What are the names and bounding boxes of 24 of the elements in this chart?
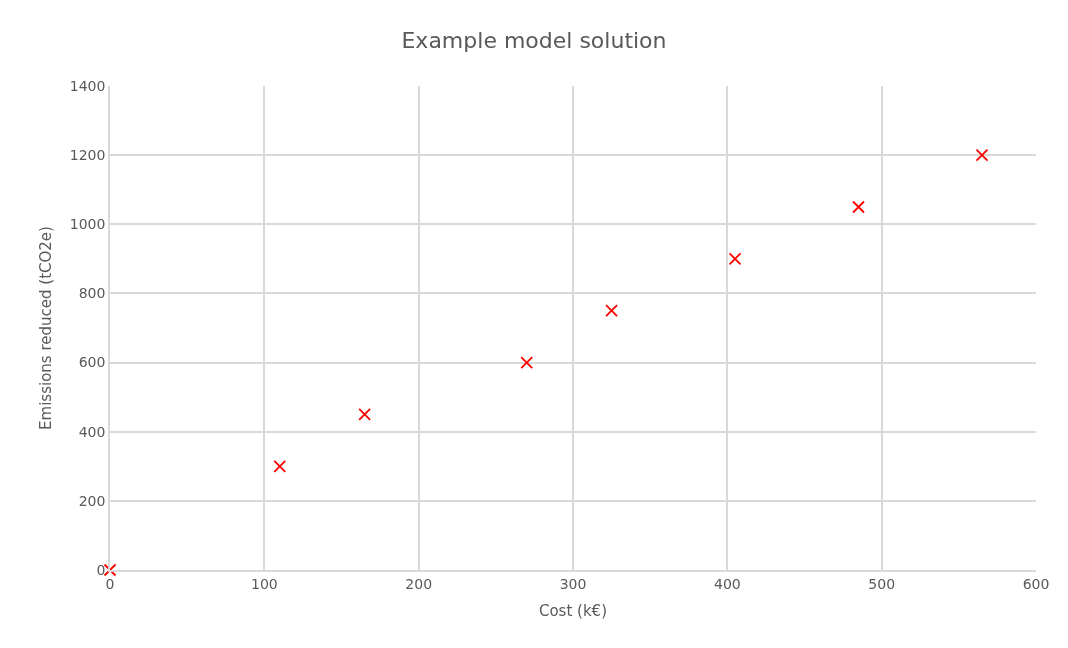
x-tick-label: 100 <box>250 575 278 592</box>
point <box>975 148 989 162</box>
point <box>358 408 372 421</box>
y-tick-label: 200 <box>78 492 106 509</box>
y-tick-label: 600 <box>78 354 106 371</box>
x-tick-label: 400 <box>713 575 741 592</box>
point <box>273 459 287 473</box>
point <box>728 252 742 266</box>
y-tick-label: 0 <box>96 561 106 578</box>
point <box>852 200 865 214</box>
point <box>605 304 618 318</box>
y-tick-label: 400 <box>78 423 106 440</box>
y-tick-label: 1400 <box>69 77 106 94</box>
x-tick-label: 500 <box>868 575 896 592</box>
y-axis-title: Emissions reduced (tCO2e) <box>36 226 55 430</box>
y-tick-label: 800 <box>78 285 106 302</box>
x-tick-label: 300 <box>559 575 587 592</box>
x-tick-label: 600 <box>1022 575 1050 592</box>
x-axis-title: Cost (k€) <box>538 602 608 621</box>
y-tick-label: 1000 <box>69 216 106 233</box>
chart-title: Example model solution <box>401 27 667 53</box>
x-tick-label: 200 <box>405 575 433 592</box>
point <box>520 356 534 369</box>
y-tick-label: 1200 <box>69 147 106 164</box>
